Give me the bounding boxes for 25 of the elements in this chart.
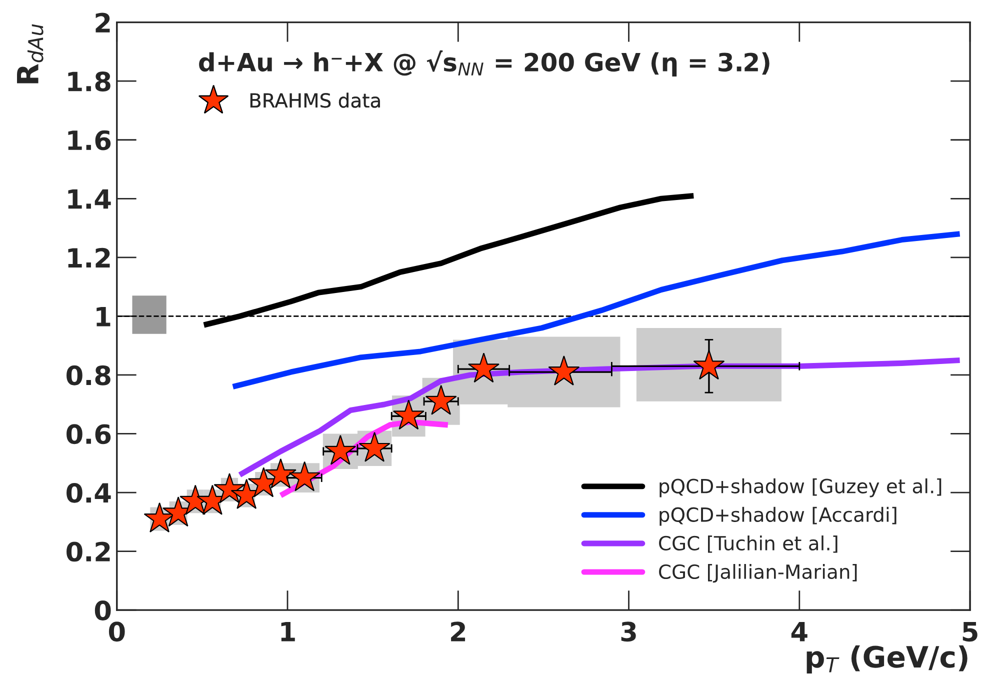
legend-label: BRAHMS data [250,92,380,108]
legend-label: pQCD+shadow [Guzey et al.] [660,478,942,498]
y-tick-label: 1.2 [68,248,110,268]
y-tick-label: 0.6 [66,424,111,444]
y-tick-label: 0.4 [66,482,111,503]
y-tick-label: 2 [96,12,110,32]
legend-label: CGC [Tuchin et al.] [659,535,838,553]
text: d+Au → h⁻+X @ √s$_{NN}$ = 200 GeV (η = 3.2) [199,50,770,76]
x-tick-label: 4 [791,622,808,642]
x-tick-label: 3 [621,622,636,642]
y-tick-label: 0.2 [66,542,110,562]
y-tick-label: 0 [94,600,111,620]
legend-label: CGC [Jalilian-Marian] [659,564,857,583]
y-tick-label: 1.8 [68,72,110,92]
y-tick-label: 1.6 [68,130,111,150]
x-tick-label: 5 [962,622,978,642]
y-tick-label: 1 [96,306,110,326]
x-tick-label: 1 [281,622,295,642]
y-tick-label: 0.8 [66,365,110,386]
x-axis-title: p$_{T}$ (GeV/c) [806,645,968,674]
y-axis-title: R$_{dAu}$ [17,24,44,84]
legend-label: pQCD+shadow [Accardi] [660,506,896,526]
y-tick-label: 1.4 [68,189,111,209]
x-tick-label: 2 [451,622,466,642]
x-tick-label: 0 [108,622,125,642]
